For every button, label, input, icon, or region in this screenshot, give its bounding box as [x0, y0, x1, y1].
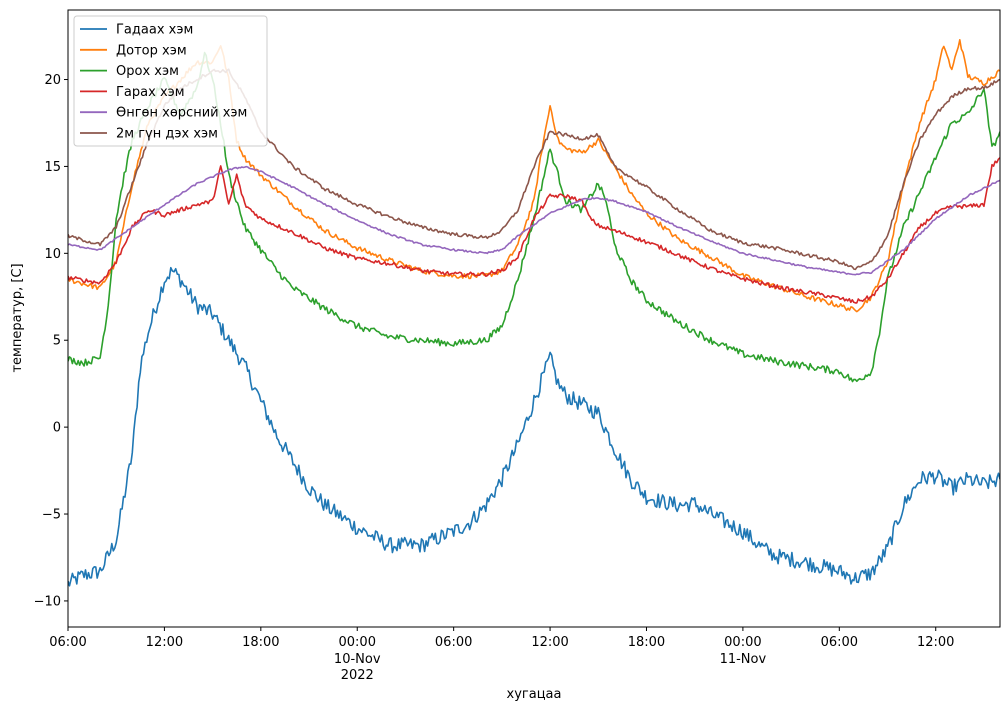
legend-entry: Дотор хэм — [116, 43, 187, 58]
x-tick-label: 12:00 — [917, 635, 954, 650]
legend-entry: Гадаах хэм — [116, 23, 193, 38]
x-tick-label: 12:00 — [531, 635, 568, 650]
y-tick-label: 5 — [53, 334, 61, 349]
y-axis: −10 −5 0 5 10 15 20 — [34, 73, 68, 609]
y-tick-label: 20 — [44, 73, 61, 88]
y-axis-label: температур, [C] — [10, 263, 25, 372]
x-tick-label: 00:00 — [339, 635, 376, 650]
x-tick-label: 12:00 — [146, 635, 183, 650]
y-tick-label: 0 — [53, 421, 61, 436]
legend-box — [73, 15, 268, 147]
legend-entry: Өнгөн хөрсний хэм — [116, 106, 247, 121]
y-tick-label: −10 — [34, 594, 61, 609]
plot-frame — [67, 9, 1001, 628]
legend: Гадаах хэм Дотор хэм Орох хэм Гарах хэм Өнгө… — [73, 15, 268, 147]
x-axis-label: хугацаа — [507, 687, 562, 702]
x-tick-date-label: 10-Nov — [334, 652, 381, 667]
series-line-гарах-хэм — [68, 157, 1000, 304]
series-line-гадаах-хэм — [68, 266, 1000, 587]
legend-entry: 2м гүн дэх хэм — [116, 127, 218, 142]
x-tick-date-label: 11-Nov — [720, 652, 767, 667]
y-tick-label: −5 — [42, 508, 61, 523]
legend-entry: Гарах хэм — [116, 85, 185, 100]
x-tick-label: 18:00 — [628, 635, 665, 650]
x-tick-label: 18:00 — [242, 635, 279, 650]
series-line-өнгөн-хөрсний-хэм — [68, 165, 1000, 276]
legend-entry: Орох хэм — [116, 64, 179, 79]
x-tick-label: 00:00 — [724, 635, 761, 650]
x-tick-label: 06:00 — [821, 635, 858, 650]
y-tick-label: 15 — [44, 160, 61, 175]
y-tick-label: 10 — [44, 247, 61, 262]
x-tick-label: 06:00 — [49, 635, 86, 650]
x-tick-label: 06:00 — [435, 635, 472, 650]
x-tick-year-label: 2022 — [341, 668, 374, 683]
